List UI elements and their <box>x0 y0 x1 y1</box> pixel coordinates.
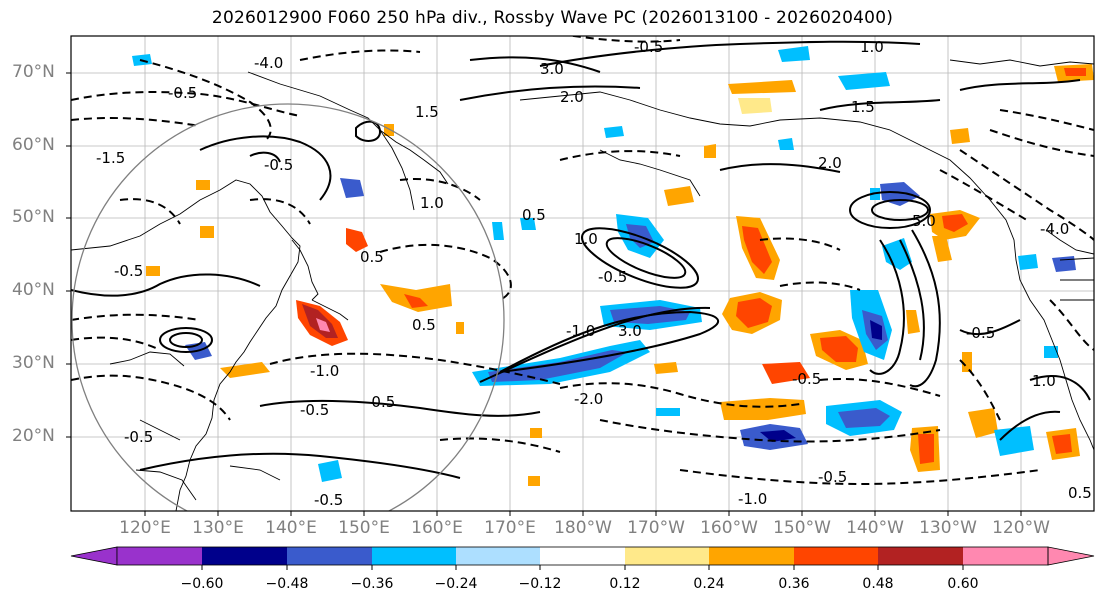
contour-label: -4.0 <box>1040 220 1069 238</box>
colorbar-tick-label: 0.36 <box>778 576 810 592</box>
lon-label: 170°E <box>484 518 536 538</box>
colorbar-bin <box>794 547 878 565</box>
lon-label: 160°W <box>700 518 758 538</box>
colorbar-tick-label: 0.48 <box>862 576 894 592</box>
lat-label: 60°N <box>12 135 55 155</box>
colorbar-outline <box>116 546 1049 566</box>
colorbar-bin <box>625 547 709 565</box>
colorbar-bin <box>878 547 963 565</box>
contour-label: 1.0 <box>860 38 884 56</box>
contour-label: 1.0 <box>1032 372 1056 390</box>
contour-labels: -1.5 1.5 1.5 -0.5 -0.5 -1.0 -0.5 1.0 0.5… <box>96 38 1092 509</box>
contour-label: -0.5 <box>598 268 627 286</box>
lon-label: 170°W <box>627 518 685 538</box>
contour-label: 3.0 <box>540 60 564 78</box>
contour-label: -1.0 <box>566 322 595 340</box>
contour-label: -0.5 <box>966 324 995 342</box>
contour-label: 1.0 <box>574 230 598 248</box>
contour-label: -1.5 <box>96 149 125 167</box>
contour-label: 1.5 <box>851 98 875 116</box>
contour-label: -0.5 <box>124 428 153 446</box>
lon-label: 140°E <box>265 518 317 538</box>
lat-label: 50°N <box>12 207 55 227</box>
colorbar-tick-label: −0.48 <box>265 576 309 592</box>
colorbar-bin <box>709 547 794 565</box>
contour-label: 0.5 <box>412 316 436 334</box>
colorbar-tick-label: −0.24 <box>434 576 478 592</box>
contour-label: 1.5 <box>415 103 439 121</box>
colorbar-tick-label: −0.60 <box>180 576 224 592</box>
colorbar-tick-label: −0.36 <box>350 576 394 592</box>
colorbar-tick-label: 0.24 <box>693 576 725 592</box>
map-title: 2026012900 F060 250 hPa div., Rossby Wav… <box>211 8 894 28</box>
axis-ticks <box>66 72 1022 516</box>
lat-label: 70°N <box>12 62 55 82</box>
colorbar-bin <box>117 547 202 565</box>
contour-label: -0.5 <box>114 262 143 280</box>
colorbar-extend-high <box>1047 546 1095 566</box>
colorbar-bin <box>202 547 287 565</box>
contour-label: -0.5 <box>314 491 343 509</box>
contour-label: -0.5 <box>818 468 847 486</box>
contour-label: 5.0 <box>912 212 936 230</box>
contour-label: 2.0 <box>818 154 842 172</box>
coastlines <box>71 59 1094 511</box>
colorbar-extend-low <box>70 546 118 566</box>
lon-label: 180°W <box>554 518 612 538</box>
contour-label: 3.0 <box>618 322 642 340</box>
contour-label: 2.0 <box>560 88 584 106</box>
colorbar-bin <box>540 547 625 565</box>
map-panel: -1.5 1.5 1.5 -0.5 -0.5 -1.0 -0.5 1.0 0.5… <box>71 36 1094 511</box>
reference-circle <box>71 103 505 511</box>
lon-label: 160°E <box>411 518 463 538</box>
contour-label: -0.5 <box>168 84 197 102</box>
contour-label: -1.0 <box>310 362 339 380</box>
colorbar-bin <box>287 547 372 565</box>
colorbar <box>70 546 1095 570</box>
colorbar-bin <box>963 547 1048 565</box>
colorbar-tick-label: 0.60 <box>947 576 979 592</box>
lon-label: 130°E <box>192 518 244 538</box>
contour-label: -4.0 <box>254 54 283 72</box>
lat-label: 40°N <box>12 280 55 300</box>
lon-label: 150°E <box>338 518 390 538</box>
lon-label: 150°W <box>773 518 831 538</box>
dashed-contours <box>71 36 1094 486</box>
colorbar-bin <box>456 547 540 565</box>
lat-label: 20°N <box>12 426 55 446</box>
lon-label: 140°W <box>846 518 904 538</box>
contour-label: -0.5 <box>300 401 329 419</box>
contour-label: 0.5 <box>1068 484 1092 502</box>
contour-label: 0.5 <box>522 206 546 224</box>
lon-label: 130°W <box>919 518 977 538</box>
contour-label: -0.5 <box>792 370 821 388</box>
colorbar-tick-label: 0.12 <box>609 576 641 592</box>
divergence-shading <box>132 46 1094 486</box>
colorbar-bin <box>372 547 456 565</box>
lat-label: 30°N <box>12 353 55 373</box>
colorbar-tick-label: −0.12 <box>518 576 562 592</box>
solid-contours <box>71 40 1091 479</box>
lon-label: 120°E <box>119 518 171 538</box>
contour-label: 1.0 <box>420 194 444 212</box>
contour-label: -0.5 <box>264 156 293 174</box>
contour-label: -0.5 <box>366 393 395 411</box>
contour-label: 0.5 <box>360 248 384 266</box>
contour-label: -1.0 <box>738 490 767 508</box>
contour-label: -0.5 <box>634 38 663 56</box>
lon-label: 120°W <box>992 518 1050 538</box>
contour-label: -2.0 <box>574 390 603 408</box>
